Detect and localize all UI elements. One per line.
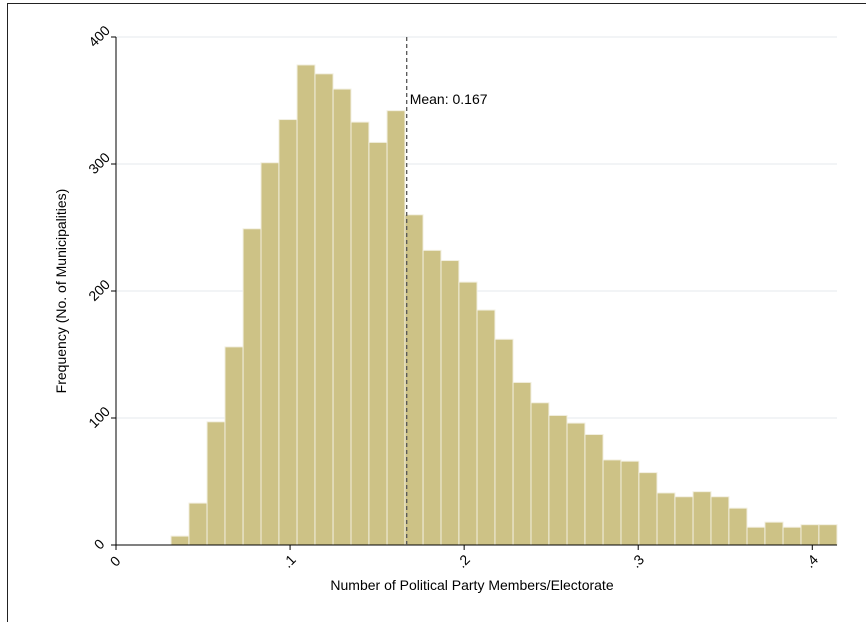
- x-tick-label: .3: [628, 551, 648, 571]
- bar: [314, 73, 334, 546]
- figure-frame: [7, 3, 866, 622]
- bar: [296, 64, 316, 546]
- bar: [782, 526, 802, 546]
- y-tick-label: 300: [85, 149, 113, 177]
- bar: [728, 507, 748, 546]
- bar: [494, 338, 514, 546]
- bar: [674, 496, 694, 546]
- bar: [260, 162, 280, 546]
- bar: [818, 524, 838, 546]
- bar: [800, 524, 820, 546]
- bar: [638, 472, 658, 546]
- bar: [440, 260, 460, 546]
- bar: [386, 110, 406, 546]
- bar: [584, 434, 604, 546]
- x-tick-label: .1: [279, 551, 299, 571]
- x-tick-label: .2: [453, 551, 473, 571]
- bar: [530, 402, 550, 546]
- bar: [476, 309, 496, 546]
- bar: [692, 491, 712, 546]
- bar: [170, 535, 190, 546]
- bar: [512, 381, 532, 546]
- bar: [620, 460, 640, 546]
- y-tick-label: 0: [91, 536, 108, 553]
- x-tick-label: .4: [802, 551, 822, 571]
- y-tick-label: 200: [85, 276, 113, 304]
- bar: [332, 88, 352, 546]
- x-axis-title: Number of Political Party Members/Electo…: [330, 577, 613, 593]
- y-axis-title: Frequency (No. of Municipalities): [53, 189, 69, 394]
- x-tick-label: 0: [107, 553, 124, 570]
- bar: [602, 459, 622, 546]
- bar: [368, 141, 388, 546]
- bar: [458, 281, 478, 546]
- bar: [188, 502, 208, 546]
- bar: [746, 526, 766, 546]
- y-tick-label: 100: [85, 403, 113, 431]
- bar: [224, 346, 244, 546]
- bar: [422, 249, 442, 546]
- bar: [278, 119, 298, 546]
- bar: [404, 214, 424, 546]
- bar: [566, 422, 586, 546]
- bar: [206, 421, 226, 546]
- mean-label: Mean: 0.167: [410, 91, 488, 107]
- bar: [548, 414, 568, 546]
- y-tick-label: 400: [85, 22, 113, 50]
- bar: [710, 496, 730, 546]
- bar: [656, 492, 676, 546]
- bar: [350, 121, 370, 546]
- bar: [242, 228, 262, 546]
- bar: [764, 521, 784, 546]
